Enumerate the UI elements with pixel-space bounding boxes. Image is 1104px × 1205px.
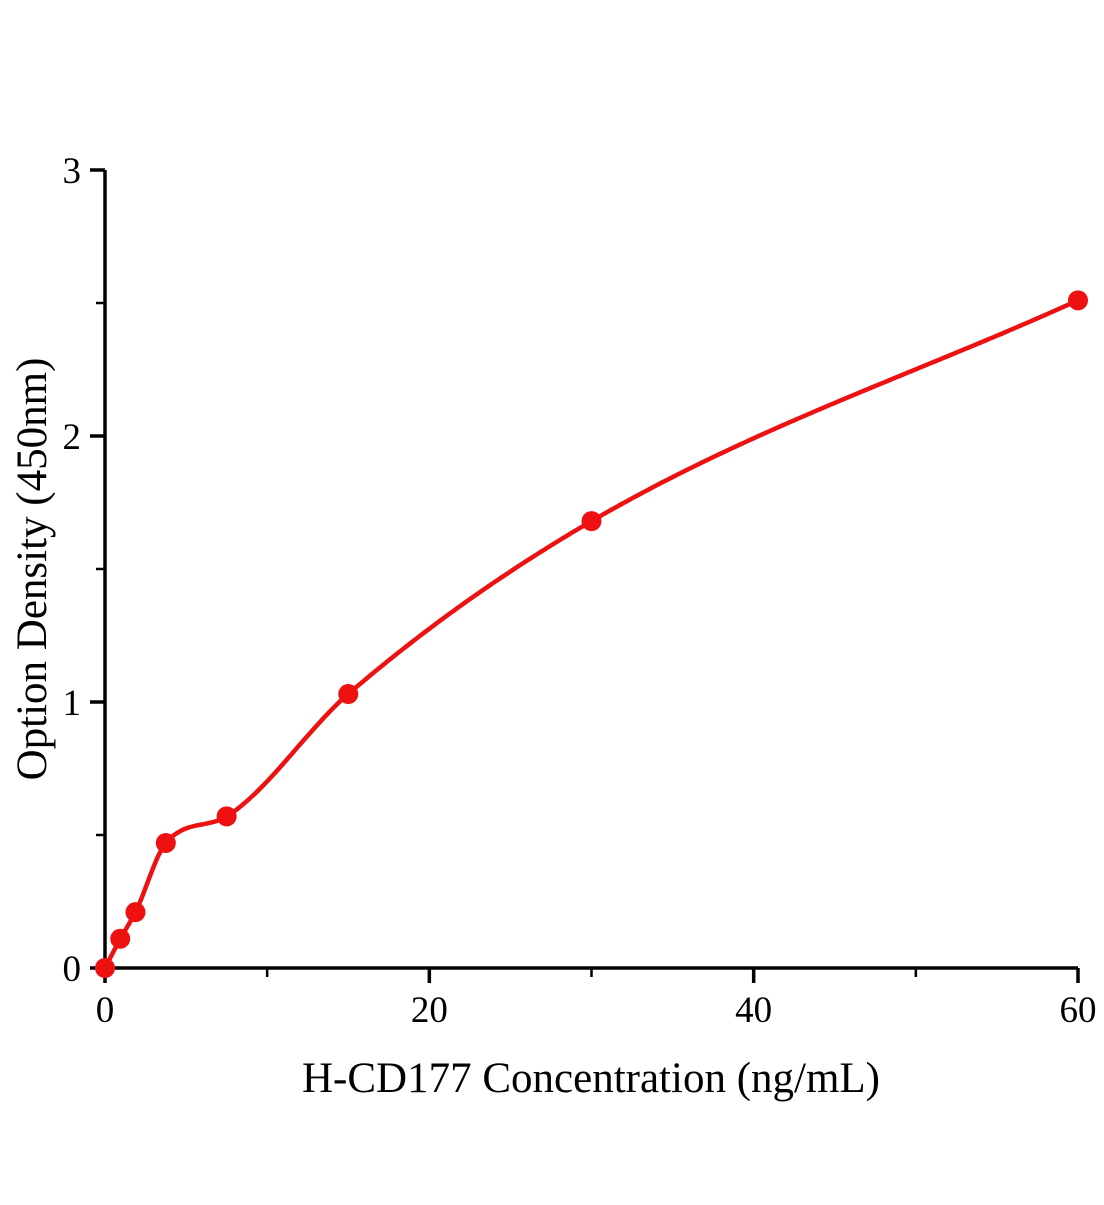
fit-curve xyxy=(102,298,1081,971)
data-point xyxy=(1068,290,1088,311)
data-point xyxy=(110,928,131,949)
data-point xyxy=(95,958,115,978)
data-point xyxy=(338,684,359,705)
data-point xyxy=(155,832,176,853)
x-tick-label: 0 xyxy=(96,990,115,1031)
data-point xyxy=(125,902,146,923)
x-tick-label: 40 xyxy=(735,990,772,1031)
x-tick-label: 20 xyxy=(411,990,448,1031)
y-tick-label: 3 xyxy=(63,151,82,192)
x-tick-label: 60 xyxy=(1060,990,1097,1031)
data-point xyxy=(581,511,602,532)
y-tick-label: 1 xyxy=(63,683,82,724)
plot-area: 0 20 40 60 0 1 2 3 xyxy=(63,151,1097,1031)
y-axis-label: Option Density (450nm) xyxy=(9,358,56,781)
x-axis-label: H-CD177 Concentration (ng/mL) xyxy=(302,1055,880,1102)
data-point xyxy=(216,806,237,827)
y-tick-label: 0 xyxy=(63,949,82,990)
y-tick-label: 2 xyxy=(63,417,82,458)
